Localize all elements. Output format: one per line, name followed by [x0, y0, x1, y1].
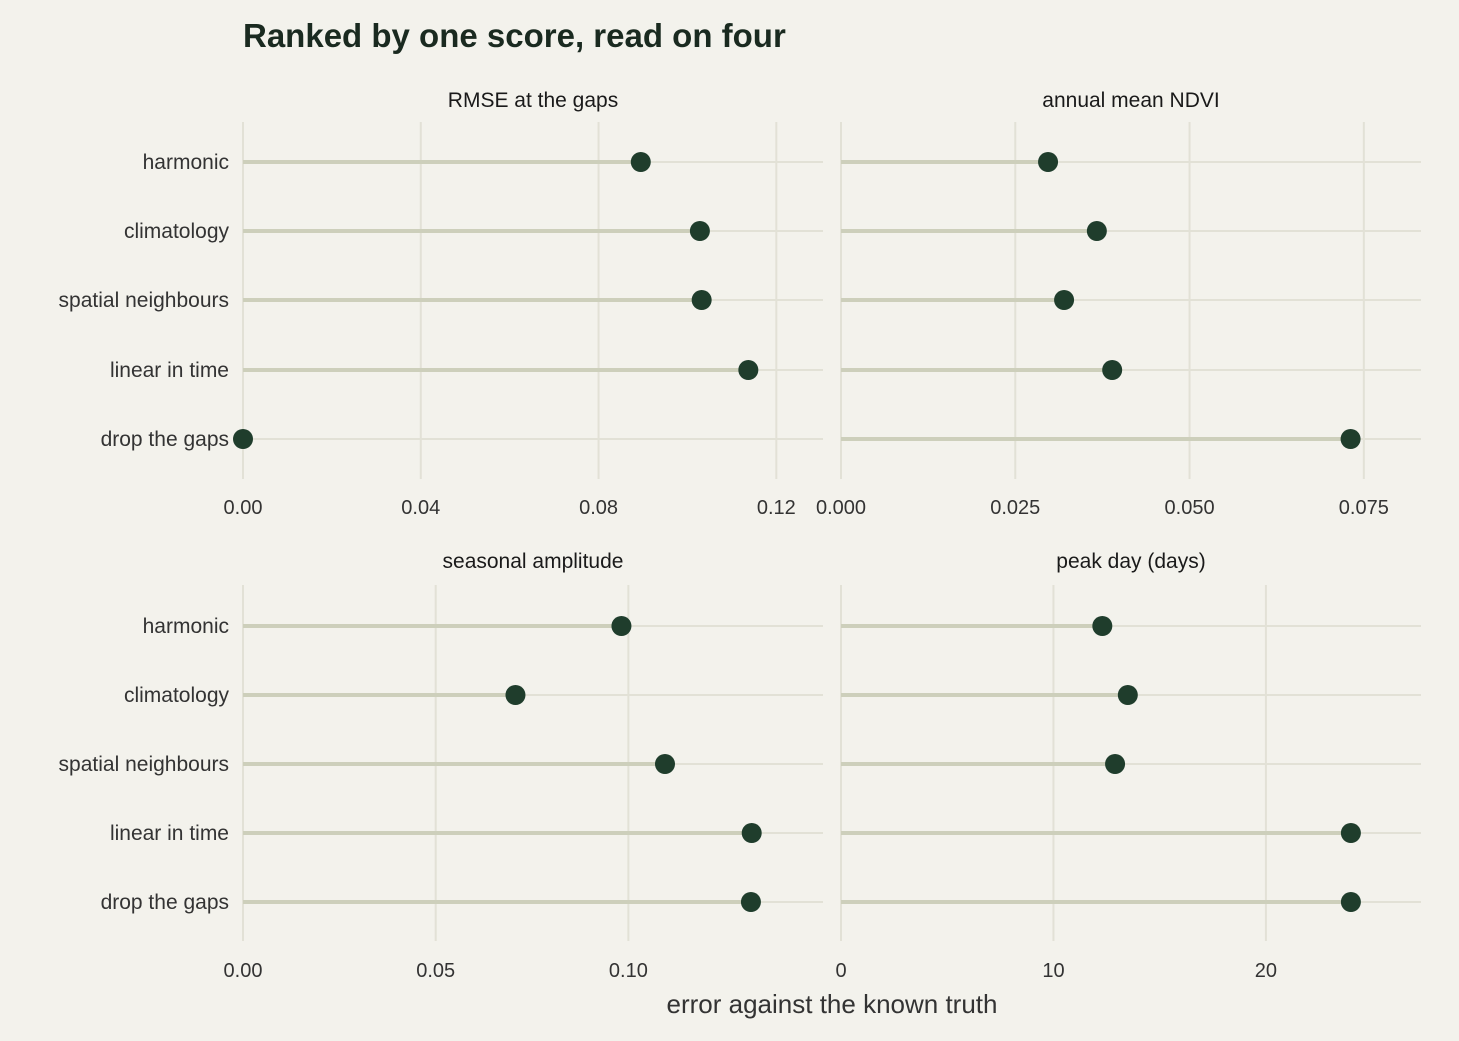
- x-tick-label: 0.05: [416, 960, 455, 982]
- lollipop-point: [738, 360, 759, 380]
- x-tick-label: 0.12: [757, 497, 796, 519]
- lollipop-point: [1117, 685, 1138, 705]
- lollipop-point: [1340, 823, 1361, 843]
- lollipop-point: [1054, 290, 1075, 310]
- chart-title: Ranked by one score, read on four: [243, 17, 786, 54]
- x-axis-label: error against the known truth: [667, 989, 998, 1019]
- lollipop-point: [1038, 152, 1059, 172]
- panel-1: RMSE at the gaps 0.00 0.04 0.08 0.12 harmonic…: [59, 89, 823, 519]
- lollipop-point: [505, 685, 526, 705]
- lollipop-point: [741, 823, 762, 843]
- panel-title: seasonal amplitude: [443, 550, 624, 573]
- y-category-label: linear in time: [110, 822, 229, 845]
- lollipop-point: [233, 429, 253, 449]
- lollipop-point: [1102, 360, 1123, 380]
- lollipop-point: [1340, 892, 1361, 912]
- x-tick-label: 0.025: [990, 497, 1040, 519]
- y-category-label: drop the gaps: [101, 428, 229, 451]
- lollipop-point: [611, 616, 632, 636]
- y-category-label: spatial neighbours: [59, 753, 229, 776]
- lollipop-point: [654, 754, 675, 774]
- y-category-label: spatial neighbours: [59, 289, 229, 312]
- x-tick-label: 0.00: [224, 497, 263, 519]
- x-tick-label: 0.10: [609, 960, 648, 982]
- x-tick-label: 20: [1255, 960, 1277, 982]
- y-category-label: drop the gaps: [101, 891, 229, 914]
- y-category-label: harmonic: [143, 615, 229, 638]
- lollipop-point: [1086, 221, 1107, 241]
- lollipop-point: [1092, 616, 1113, 636]
- x-tick-label: 10: [1042, 960, 1064, 982]
- y-category-label: climatology: [124, 220, 230, 243]
- x-tick-label: 0.04: [401, 497, 440, 519]
- lollipop-point: [740, 892, 761, 912]
- lollipop-point: [691, 290, 712, 310]
- panel-3: seasonal amplitude 0.00 0.05 0.10 harmonic cl…: [59, 550, 823, 982]
- x-tick-label: 0.08: [579, 497, 618, 519]
- lollipop-point: [689, 221, 710, 241]
- y-category-label: harmonic: [143, 151, 229, 174]
- panel-title: peak day (days): [1056, 550, 1205, 573]
- panel-2: annual mean NDVI 0.000 0.025 0.050 0.075: [816, 89, 1421, 519]
- lollipop-point: [630, 152, 651, 172]
- y-category-label: climatology: [124, 684, 230, 707]
- x-tick-label: 0.00: [224, 960, 263, 982]
- panel-title: annual mean NDVI: [1042, 89, 1219, 112]
- lollipop-point: [1105, 754, 1126, 774]
- x-tick-label: 0.050: [1165, 497, 1215, 519]
- y-category-label: linear in time: [110, 359, 229, 382]
- panel-4: peak day (days) 0 10 20: [835, 550, 1421, 982]
- x-tick-label: 0: [835, 960, 846, 982]
- facet-panels: RMSE at the gaps 0.00 0.04 0.08 0.12 harmonic…: [59, 89, 1421, 982]
- panel-title: RMSE at the gaps: [448, 89, 618, 112]
- lollipop-point: [1340, 429, 1361, 449]
- x-tick-label: 0.075: [1339, 497, 1389, 519]
- x-tick-label: 0.000: [816, 497, 866, 519]
